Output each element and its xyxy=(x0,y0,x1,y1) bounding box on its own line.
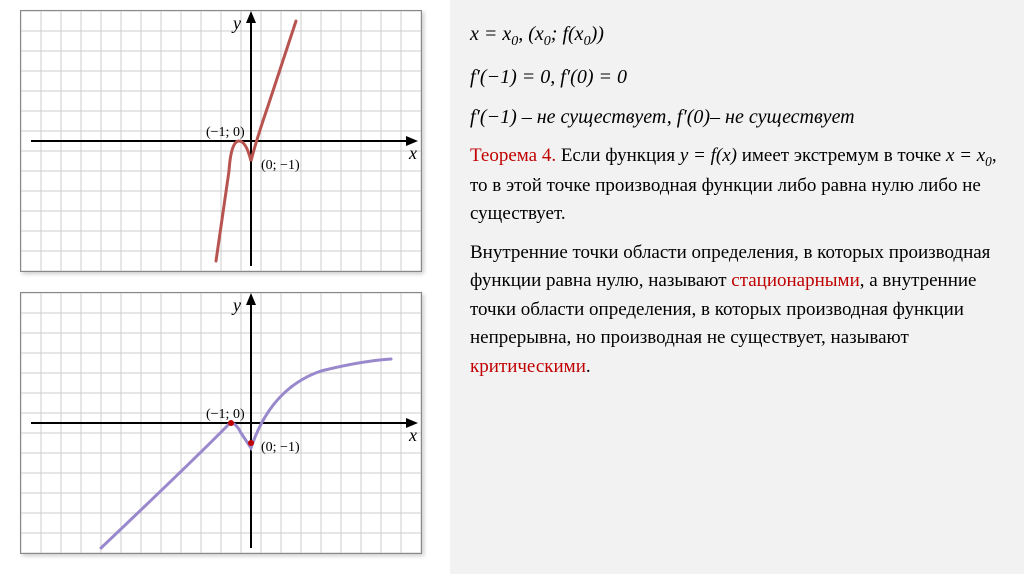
def-term: стационарными xyxy=(731,270,859,291)
svg-text:(0; −1): (0; −1) xyxy=(261,158,300,173)
chart-1: x y (−1; 0) (0; −1) xyxy=(20,10,422,272)
eq-text: , (x xyxy=(518,23,544,45)
def-text: . xyxy=(586,356,591,377)
theorem-math: x = x xyxy=(946,145,985,166)
def-term: критическими xyxy=(470,356,586,377)
chart-2: x y (−1; 0) (0; −1) xyxy=(20,292,422,554)
charts-column: x y (−1; 0) (0; −1) x y (−1; 0) (0; −1) xyxy=(0,0,450,574)
theorem-text: Если функция xyxy=(556,145,680,166)
theorem-math: y = f(x) xyxy=(680,145,737,166)
svg-text:(−1; 0): (−1; 0) xyxy=(206,125,245,140)
equation-line-1: x = x0, (x0; f(x0)) xyxy=(470,19,1004,52)
eq-text: ; f(x xyxy=(551,23,584,45)
svg-text:x: x xyxy=(408,143,417,163)
theorem-label: Теорема 4. xyxy=(470,145,556,166)
svg-text:(0; −1): (0; −1) xyxy=(261,440,300,455)
eq-text: f′(−1) – не существует, f′(0)– не сущест… xyxy=(470,106,855,128)
theorem-sub: 0 xyxy=(985,154,992,169)
equation-line-3: f′(−1) – не существует, f′(0)– не сущест… xyxy=(470,102,1004,132)
svg-text:(−1; 0): (−1; 0) xyxy=(206,407,245,422)
eq-sub: 0 xyxy=(584,34,591,49)
theorem-paragraph: Теорема 4. Если функция y = f(x) имеет э… xyxy=(470,142,1004,229)
equation-line-2: f′(−1) = 0, f′(0) = 0 xyxy=(470,62,1004,92)
eq-text: )) xyxy=(591,23,604,45)
svg-text:y: y xyxy=(231,13,241,33)
text-column: x = x0, (x0; f(x0)) f′(−1) = 0, f′(0) = … xyxy=(450,0,1024,574)
definition-paragraph: Внутренние точки области определения, в … xyxy=(470,239,1004,382)
eq-sub: 0 xyxy=(544,34,551,49)
theorem-text: имеет экстремум в точке xyxy=(737,145,946,166)
eq-text: x = x xyxy=(470,23,511,45)
svg-text:x: x xyxy=(408,425,417,445)
svg-text:y: y xyxy=(231,295,241,315)
